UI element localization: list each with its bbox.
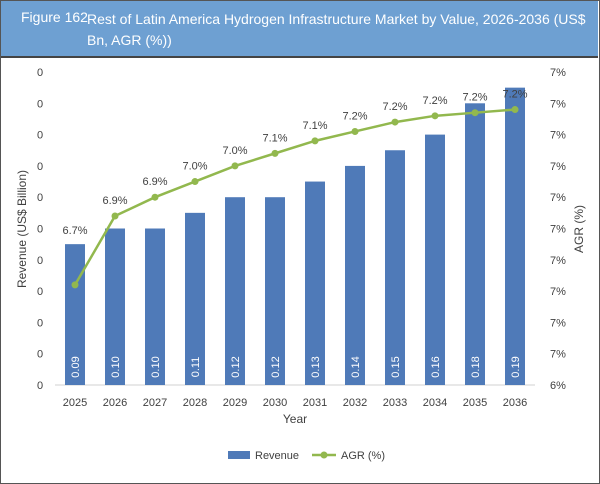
agr-point <box>391 118 399 126</box>
right-tick-label: 7% <box>550 224 566 236</box>
left-tick-label: 0 <box>37 130 43 142</box>
agr-point <box>231 162 239 170</box>
left-tick-label: 0 <box>37 349 43 361</box>
agr-label: 7.1% <box>302 120 327 132</box>
agr-label: 7.2% <box>382 101 407 113</box>
left-tick-label: 0 <box>37 192 43 204</box>
bar-value-label: 0.19 <box>510 356 522 377</box>
agr-label: 7.2% <box>342 110 367 122</box>
agr-label: 7.2% <box>422 95 447 107</box>
agr-label: 6.7% <box>62 225 87 237</box>
bar <box>265 197 285 385</box>
bar <box>185 212 205 385</box>
bar-value-label: 0.18 <box>470 356 482 377</box>
agr-point <box>351 127 359 135</box>
agr-label: 7.0% <box>222 145 247 157</box>
right-tick-label: 7% <box>550 98 566 110</box>
x-tick-label: 2025 <box>63 397 87 409</box>
agr-point <box>151 193 159 201</box>
left-tick-label: 0 <box>37 286 43 298</box>
left-tick-label: 0 <box>37 255 43 267</box>
x-tick-label: 2034 <box>423 397 447 409</box>
bar <box>465 103 485 386</box>
x-axis-title: Year <box>283 412 307 426</box>
agr-point <box>431 112 439 120</box>
left-tick-label: 0 <box>37 380 43 392</box>
bar <box>425 134 445 385</box>
agr-point <box>511 106 519 114</box>
bar <box>225 197 245 385</box>
legend-agr-marker <box>320 451 328 459</box>
bar-value-label: 0.16 <box>430 356 442 377</box>
bar <box>145 228 165 385</box>
left-tick-label: 0 <box>37 224 43 236</box>
agr-label: 6.9% <box>142 176 167 188</box>
left-tick-label: 0 <box>37 67 43 79</box>
right-tick-label: 6% <box>550 380 566 392</box>
bar <box>345 165 365 385</box>
x-tick-label: 2027 <box>143 397 167 409</box>
bar-value-label: 0.12 <box>270 356 282 377</box>
x-tick-label: 2028 <box>183 397 207 409</box>
right-tick-label: 7% <box>550 67 566 79</box>
bar-value-label: 0.12 <box>230 356 242 377</box>
bar-value-label: 0.15 <box>390 356 402 377</box>
x-tick-label: 2035 <box>463 397 487 409</box>
bar-value-label: 0.14 <box>350 356 362 377</box>
agr-point <box>271 149 279 157</box>
agr-point <box>471 109 479 117</box>
right-tick-label: 7% <box>550 161 566 173</box>
agr-point <box>111 212 119 220</box>
bar-value-label: 0.10 <box>110 356 122 377</box>
right-tick-label: 7% <box>550 255 566 267</box>
right-tick-label: 7% <box>550 130 566 142</box>
right-tick-label: 7% <box>550 286 566 298</box>
agr-point <box>71 281 79 289</box>
x-tick-label: 2033 <box>383 397 407 409</box>
figure-label: Figure 162 <box>21 9 88 25</box>
x-tick-label: 2036 <box>503 397 527 409</box>
bar-value-label: 0.09 <box>70 356 82 377</box>
bar-value-label: 0.10 <box>150 356 162 377</box>
title-bar: Figure 162 Rest of Latin America Hydroge… <box>1 1 598 58</box>
bar <box>105 228 125 385</box>
left-tick-label: 0 <box>37 317 43 329</box>
agr-label: 7.0% <box>182 161 207 173</box>
x-tick-label: 2030 <box>263 397 287 409</box>
right-tick-label: 7% <box>550 192 566 204</box>
x-tick-label: 2032 <box>343 397 367 409</box>
legend-revenue-label: Revenue <box>255 450 299 462</box>
x-tick-label: 2029 <box>223 397 247 409</box>
left-tick-label: 0 <box>37 161 43 173</box>
agr-point <box>191 178 199 186</box>
x-tick-label: 2031 <box>303 397 327 409</box>
y-axis-title: Revenue (US$ Billion) <box>15 170 29 288</box>
agr-label: 6.9% <box>102 195 127 207</box>
chart-title: Rest of Latin America Hydrogen Infrastru… <box>87 11 586 48</box>
legend-agr-label: AGR (%) <box>341 450 385 462</box>
right-tick-label: 7% <box>550 349 566 361</box>
agr-label: 7.1% <box>262 132 287 144</box>
x-tick-label: 2026 <box>103 397 127 409</box>
right-tick-label: 7% <box>550 317 566 329</box>
bar-value-label: 0.11 <box>190 357 202 378</box>
agr-label: 7.2% <box>502 89 527 101</box>
bar <box>385 150 405 385</box>
agr-line <box>73 108 516 286</box>
left-tick-label: 0 <box>37 98 43 110</box>
bar-value-label: 0.13 <box>310 356 322 377</box>
agr-label: 7.2% <box>462 92 487 104</box>
bar <box>505 87 525 386</box>
bar <box>65 244 85 385</box>
legend-revenue-swatch <box>228 451 250 459</box>
agr-point <box>311 137 319 145</box>
y2-axis-title: AGR (%) <box>572 205 586 253</box>
bar <box>305 181 325 385</box>
